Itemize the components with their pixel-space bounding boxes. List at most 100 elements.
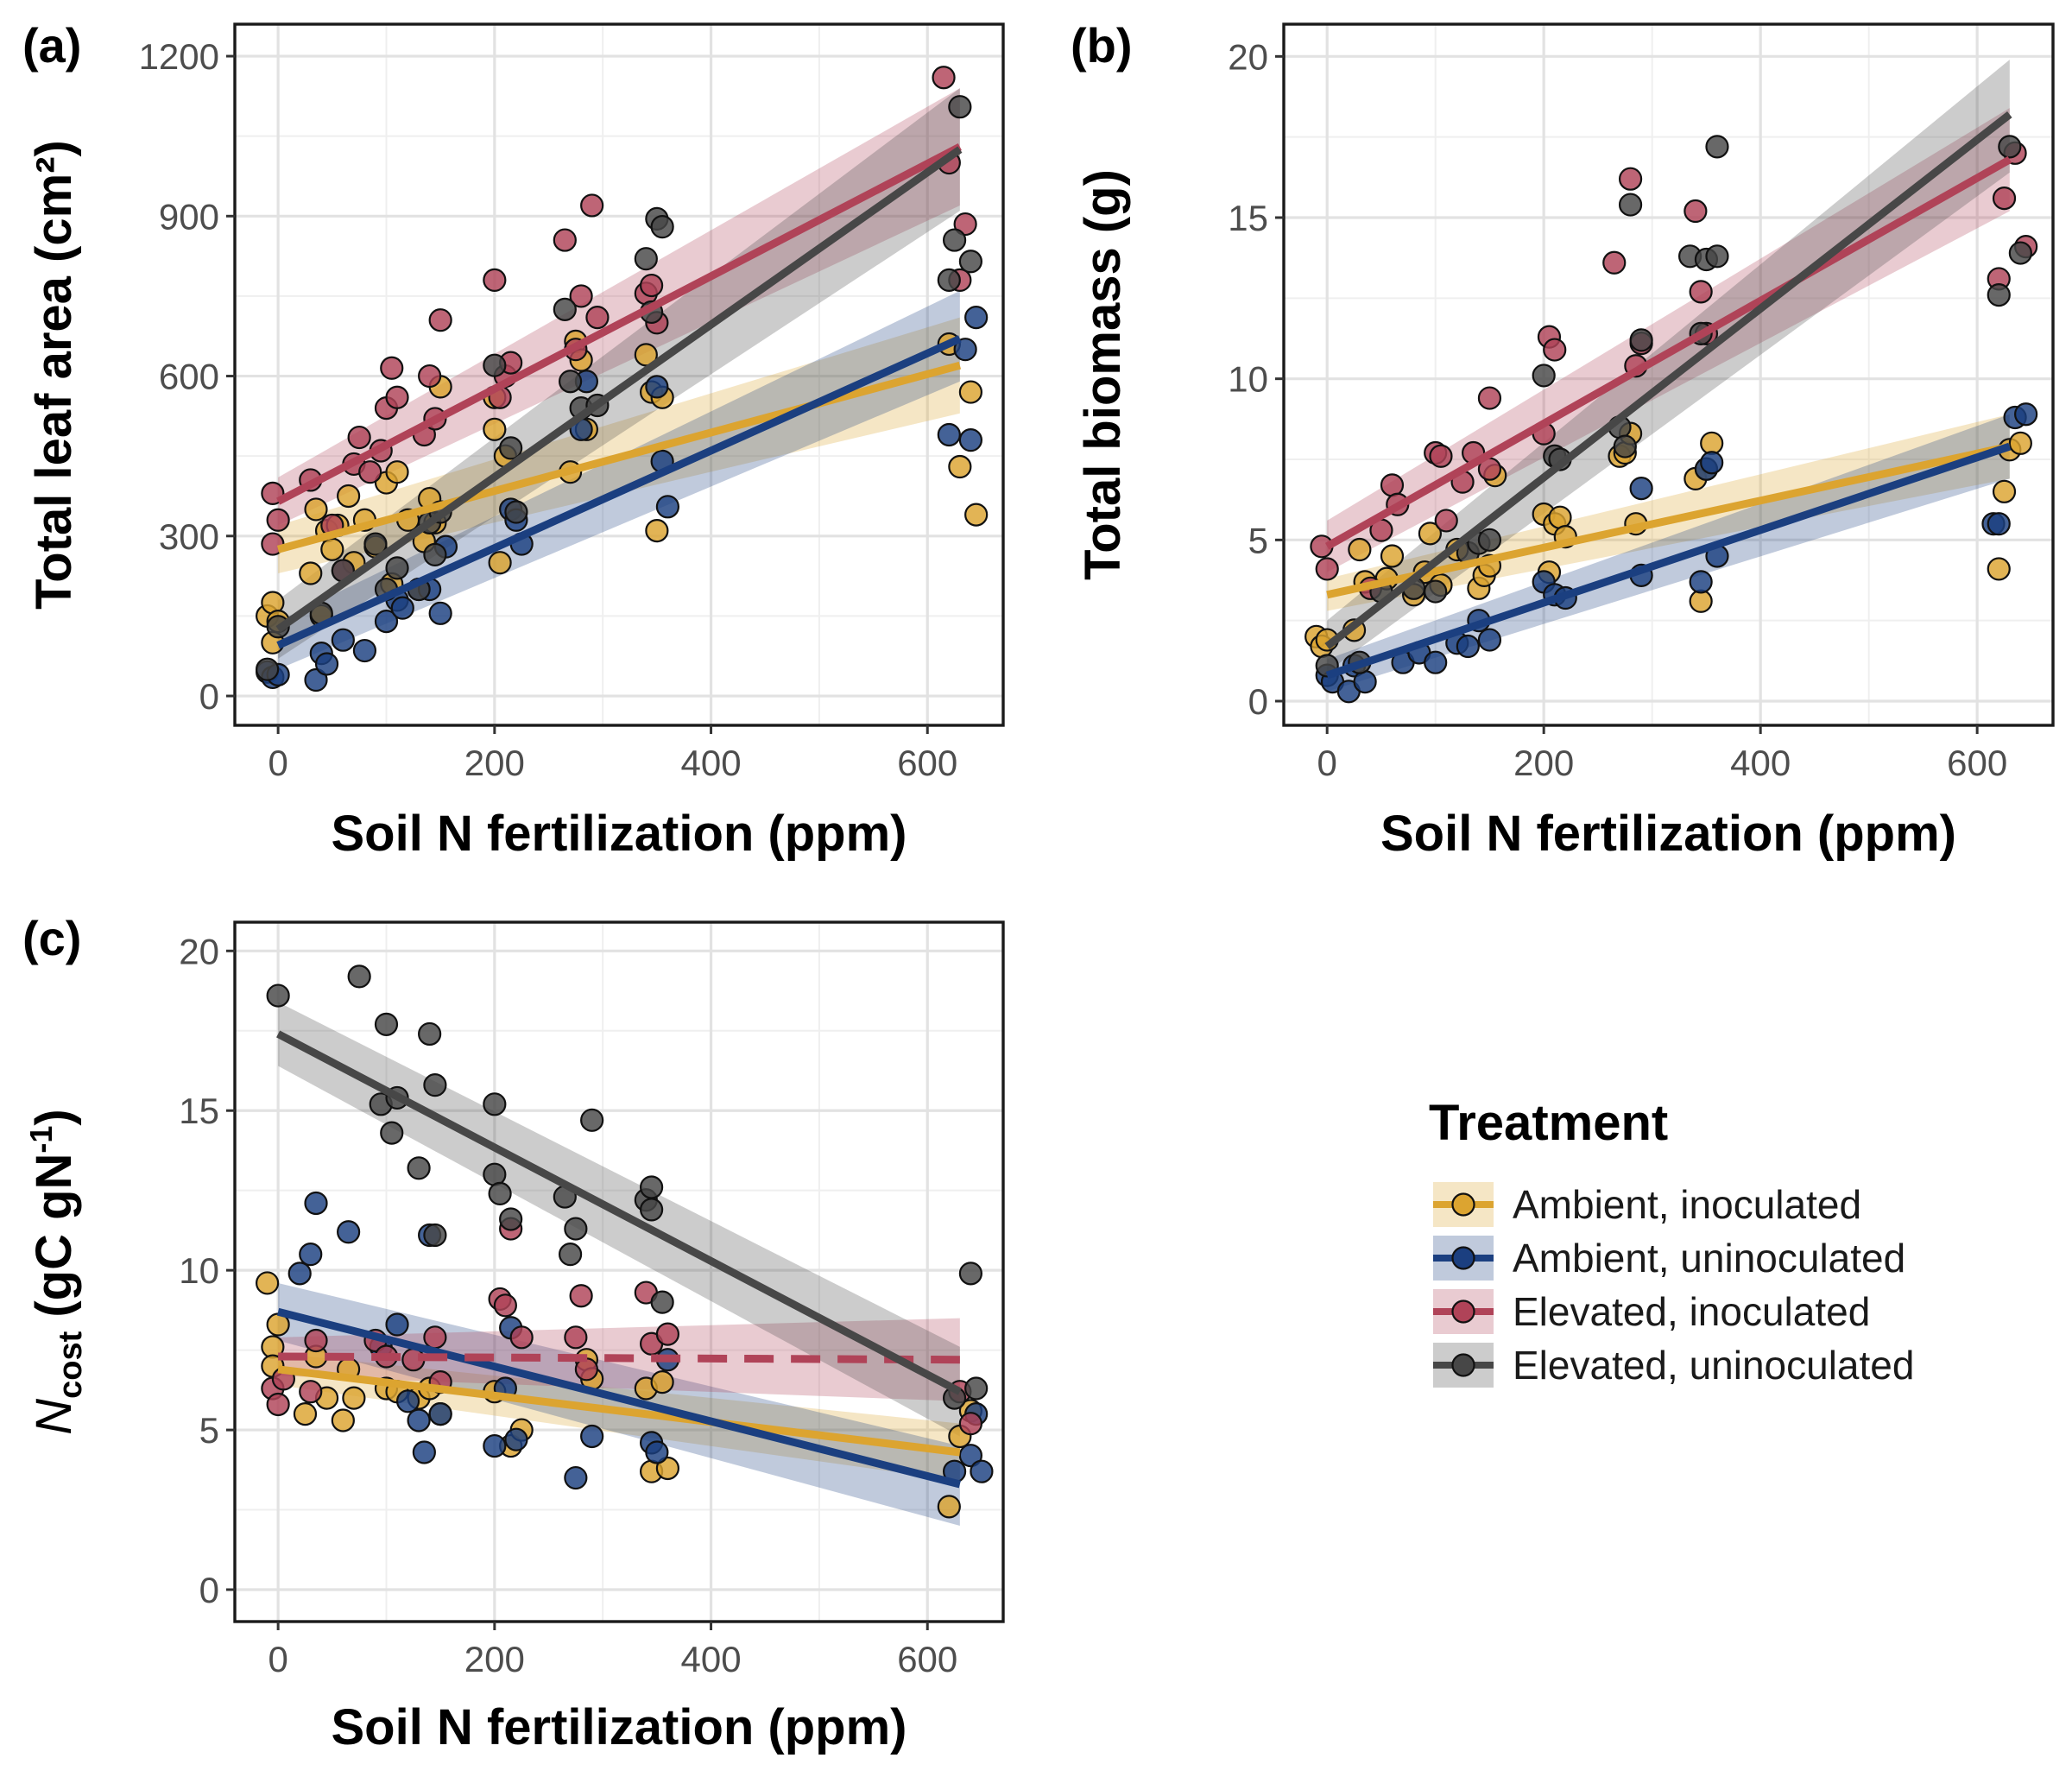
legend-key-point bbox=[1451, 1192, 1475, 1217]
point-elevated-inoculated bbox=[1315, 557, 1339, 581]
point-elevated-inoculated bbox=[1618, 167, 1643, 191]
point-elevated-uninoculated bbox=[1532, 364, 1556, 388]
point-ambient-uninoculated bbox=[2014, 402, 2038, 427]
point-ambient-inoculated bbox=[1380, 544, 1405, 568]
point-elevated-inoculated bbox=[347, 425, 371, 450]
point-ambient-inoculated bbox=[385, 460, 409, 484]
x-tick-label: 400 bbox=[1730, 743, 1791, 783]
y-title-main: N bbox=[26, 1399, 82, 1435]
point-elevated-uninoculated bbox=[423, 1073, 447, 1097]
plot-frame bbox=[233, 920, 1005, 1623]
point-ambient-inoculated bbox=[650, 1370, 674, 1394]
x-tick-label: 0 bbox=[268, 743, 287, 783]
point-ambient-uninoculated bbox=[287, 1262, 312, 1286]
point-elevated-uninoculated bbox=[1987, 283, 2011, 307]
point-elevated-uninoculated bbox=[407, 1156, 431, 1180]
point-ambient-uninoculated bbox=[337, 1220, 361, 1244]
point-elevated-inoculated bbox=[509, 1325, 534, 1350]
point-elevated-inoculated bbox=[266, 1392, 290, 1417]
point-ambient-uninoculated bbox=[374, 609, 399, 634]
fit-line-ambient-uninoculated bbox=[276, 335, 962, 649]
y-tick-label: 0 bbox=[199, 1570, 219, 1610]
point-elevated-uninoculated bbox=[1629, 328, 1653, 352]
point-elevated-uninoculated bbox=[256, 657, 280, 681]
axis-ticks: 0 200 400 600 0 5 10 15 20 bbox=[1228, 36, 2007, 783]
point-ambient-inoculated bbox=[948, 454, 972, 479]
point-elevated-inoculated bbox=[932, 66, 956, 90]
legend-label: Ambient, inoculated bbox=[1513, 1182, 1861, 1227]
y-title-end: ) bbox=[26, 1109, 82, 1125]
point-ambient-uninoculated bbox=[1477, 628, 1502, 652]
y-tick-label: 1200 bbox=[139, 36, 219, 77]
ci-ribbon-ambient-uninoculated bbox=[278, 290, 960, 670]
legend-entry-elevated-inoculated: Elevated, inoculated bbox=[1433, 1289, 1870, 1334]
point-elevated-uninoculated bbox=[1998, 135, 2022, 159]
point-ambient-uninoculated bbox=[1700, 451, 1724, 475]
x-tick-label: 0 bbox=[1317, 743, 1337, 783]
y-axis-title: Total biomass (g) bbox=[1075, 169, 1131, 580]
point-ambient-inoculated bbox=[299, 561, 323, 585]
point-elevated-inoculated bbox=[428, 308, 452, 332]
point-ambient-inoculated bbox=[483, 417, 507, 441]
point-elevated-inoculated bbox=[1429, 444, 1453, 468]
point-elevated-inoculated bbox=[304, 1328, 328, 1353]
y-tick-label: 5 bbox=[1248, 520, 1268, 560]
point-elevated-inoculated bbox=[266, 508, 290, 532]
point-ambient-uninoculated bbox=[1689, 570, 1713, 594]
x-tick-label: 400 bbox=[681, 743, 742, 783]
point-ambient-uninoculated bbox=[937, 422, 961, 447]
point-elevated-uninoculated bbox=[266, 983, 290, 1008]
point-elevated-uninoculated bbox=[558, 1243, 583, 1267]
point-elevated-inoculated bbox=[358, 460, 382, 484]
point-elevated-uninoculated bbox=[937, 268, 961, 292]
point-ambient-inoculated bbox=[304, 497, 328, 522]
panel-tag: (a) bbox=[22, 18, 81, 73]
point-elevated-inoculated bbox=[564, 1325, 588, 1350]
x-tick-label: 600 bbox=[1947, 743, 2007, 783]
point-ambient-inoculated bbox=[342, 1386, 366, 1410]
panel-tag: (b) bbox=[1071, 18, 1133, 73]
point-ambient-inoculated bbox=[488, 551, 512, 575]
panel-tag: (c) bbox=[22, 911, 81, 965]
fit-line-elevated-uninoculated bbox=[275, 146, 963, 633]
point-elevated-uninoculated bbox=[1705, 244, 1729, 269]
point-elevated-inoculated bbox=[418, 364, 442, 389]
point-elevated-uninoculated bbox=[958, 250, 982, 274]
point-ambient-inoculated bbox=[1418, 522, 1443, 546]
point-elevated-uninoculated bbox=[380, 1121, 404, 1145]
point-elevated-inoculated bbox=[423, 1325, 447, 1350]
point-ambient-inoculated bbox=[1548, 505, 1572, 529]
point-ambient-inoculated bbox=[655, 1456, 680, 1481]
point-ambient-uninoculated bbox=[407, 1408, 431, 1432]
fit-line-ambient-inoculated bbox=[1326, 442, 2011, 599]
point-elevated-inoculated bbox=[1434, 509, 1458, 533]
point-ambient-uninoculated bbox=[299, 1243, 323, 1267]
x-tick-label: 600 bbox=[897, 743, 957, 783]
point-elevated-inoculated bbox=[569, 1284, 593, 1308]
point-elevated-uninoculated bbox=[483, 1162, 507, 1186]
point-ambient-uninoculated bbox=[1987, 512, 2011, 536]
point-ambient-inoculated bbox=[320, 537, 344, 561]
legend-entries: Ambient, inoculated Ambient, uninoculated… bbox=[1433, 1182, 1914, 1388]
ci-ribbon-elevated-uninoculated bbox=[1327, 60, 2010, 673]
point-ambient-uninoculated bbox=[314, 652, 339, 676]
x-tick-label: 200 bbox=[1513, 743, 1574, 783]
ci-ribbons bbox=[278, 1002, 960, 1527]
point-elevated-inoculated bbox=[385, 385, 409, 409]
point-elevated-uninoculated bbox=[1618, 193, 1643, 217]
point-ambient-inoculated bbox=[2008, 431, 2032, 455]
point-elevated-uninoculated bbox=[483, 1092, 507, 1116]
y-tick-label: 10 bbox=[179, 1250, 219, 1291]
point-elevated-inoculated bbox=[580, 193, 604, 218]
point-ambient-uninoculated bbox=[655, 495, 680, 519]
point-elevated-uninoculated bbox=[423, 542, 447, 567]
point-ambient-uninoculated bbox=[1629, 476, 1653, 501]
point-elevated-uninoculated bbox=[634, 247, 658, 271]
y-tick-label: 0 bbox=[1248, 681, 1268, 722]
point-elevated-inoculated bbox=[380, 356, 404, 380]
point-ambient-inoculated bbox=[1348, 537, 1372, 562]
panel-b: 0 200 400 600 0 5 10 15 20 (b) Soil N fertilizatio… bbox=[1071, 18, 2055, 862]
axis-ticks: 0 200 400 600 0 300 600 900 1200 bbox=[139, 36, 958, 783]
point-ambient-uninoculated bbox=[483, 1433, 507, 1458]
point-elevated-uninoculated bbox=[418, 1021, 442, 1047]
